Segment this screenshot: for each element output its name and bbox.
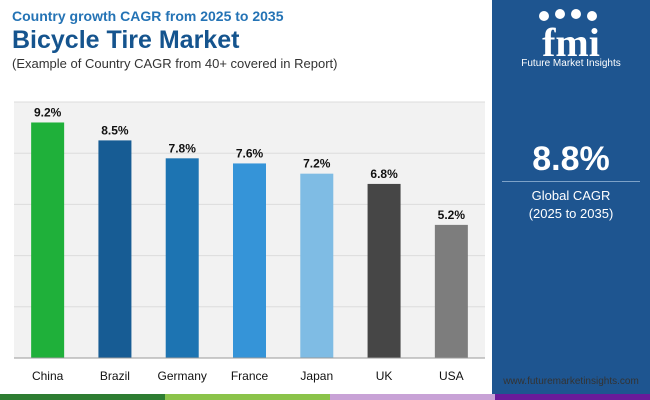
- bar-chart: 9.2% China 8.5% Brazil 7.8% Germany 7.6% France…: [14, 101, 485, 383]
- bottom-bar-segment: [0, 394, 165, 400]
- global-cagr-value: 8.8%: [532, 140, 610, 178]
- svg-text:fmi: fmi: [542, 20, 600, 65]
- bottom-bar-segment: [330, 394, 495, 400]
- x-tick-label: UK: [376, 369, 393, 383]
- bottom-bar-segment: [165, 394, 330, 400]
- bar-japan: [300, 173, 334, 358]
- chart-title: Bicycle Tire Market: [12, 26, 240, 54]
- data-label: 7.2%: [303, 157, 331, 171]
- chart-kicker: Country growth CAGR from 2025 to 2035: [12, 8, 284, 24]
- panel-divider: [502, 181, 640, 182]
- bar-china: [31, 122, 65, 358]
- data-label: 8.5%: [101, 123, 129, 137]
- bar-germany: [165, 158, 199, 358]
- x-tick-label: China: [32, 369, 64, 383]
- global-cagr-label-line1: Global CAGR: [531, 188, 611, 203]
- bar-usa: [434, 224, 468, 358]
- data-label: 7.6%: [236, 146, 264, 160]
- data-label: 7.8%: [169, 141, 197, 155]
- website-link[interactable]: www.futuremarketinsights.com: [503, 376, 639, 387]
- data-label: 9.2%: [34, 105, 62, 119]
- global-cagr-label: Global CAGR (2025 to 2035): [492, 187, 650, 223]
- global-cagr-label-line2: (2025 to 2035): [528, 206, 614, 221]
- fmi-logo-icon: fmi: [539, 9, 600, 65]
- logo-tagline: Future Market Insights: [521, 58, 621, 69]
- bottom-bar-segment: [495, 394, 650, 400]
- bar-brazil: [98, 140, 132, 358]
- x-tick-label: France: [231, 369, 269, 383]
- bar-france: [233, 163, 266, 358]
- chart-subtitle: (Example of Country CAGR from 40+ covere…: [12, 56, 338, 71]
- x-tick-label: Germany: [158, 369, 207, 383]
- bar-uk: [367, 183, 401, 358]
- x-tick-label: Brazil: [100, 369, 130, 383]
- x-tick-label: USA: [439, 369, 464, 383]
- side-panel: fmi Future Market Insights 8.8% Global C…: [492, 0, 650, 400]
- x-tick-label: Japan: [300, 369, 333, 383]
- data-label: 6.8%: [370, 167, 398, 181]
- data-label: 5.2%: [438, 208, 466, 222]
